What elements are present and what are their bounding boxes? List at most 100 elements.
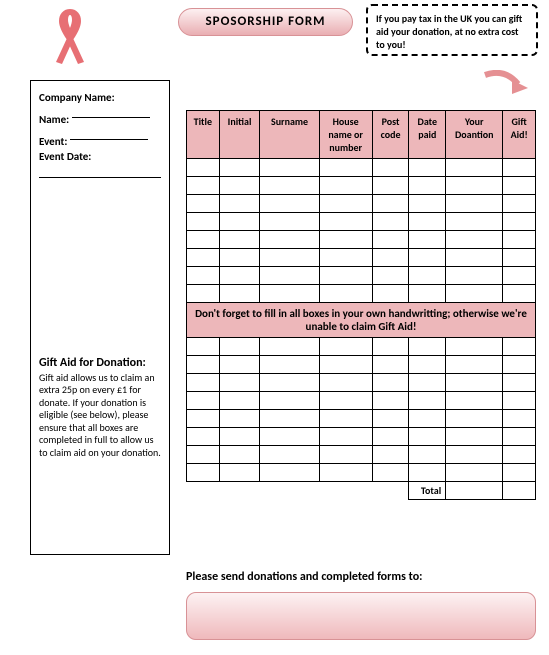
total-cell[interactable] (446, 482, 503, 500)
table-row[interactable] (187, 267, 536, 285)
table-cell[interactable] (260, 428, 319, 446)
table-cell[interactable] (260, 177, 319, 195)
table-cell[interactable] (446, 159, 503, 177)
table-cell[interactable] (446, 249, 503, 267)
table-cell[interactable] (219, 267, 260, 285)
table-cell[interactable] (446, 267, 503, 285)
table-row[interactable] (187, 446, 536, 464)
table-cell[interactable] (319, 177, 372, 195)
table-cell[interactable] (187, 267, 220, 285)
table-cell[interactable] (503, 159, 536, 177)
table-cell[interactable] (319, 428, 372, 446)
table-cell[interactable] (446, 410, 503, 428)
table-cell[interactable] (409, 428, 446, 446)
table-cell[interactable] (319, 374, 372, 392)
table-cell[interactable] (409, 249, 446, 267)
table-cell[interactable] (187, 446, 220, 464)
table-cell[interactable] (219, 374, 260, 392)
table-cell[interactable] (372, 464, 409, 482)
table-cell[interactable] (319, 392, 372, 410)
table-cell[interactable] (260, 356, 319, 374)
table-cell[interactable] (219, 159, 260, 177)
table-cell[interactable] (372, 374, 409, 392)
table-cell[interactable] (409, 410, 446, 428)
table-cell[interactable] (409, 464, 446, 482)
table-cell[interactable] (219, 231, 260, 249)
table-cell[interactable] (187, 356, 220, 374)
table-cell[interactable] (219, 356, 260, 374)
table-cell[interactable] (503, 231, 536, 249)
table-cell[interactable] (503, 285, 536, 303)
table-cell[interactable] (319, 464, 372, 482)
table-cell[interactable] (187, 374, 220, 392)
table-cell[interactable] (319, 195, 372, 213)
table-cell[interactable] (260, 464, 319, 482)
table-cell[interactable] (503, 195, 536, 213)
table-cell[interactable] (446, 177, 503, 195)
table-cell[interactable] (446, 285, 503, 303)
table-row[interactable] (187, 249, 536, 267)
table-cell[interactable] (187, 285, 220, 303)
table-cell[interactable] (446, 338, 503, 356)
table-cell[interactable] (319, 285, 372, 303)
send-to-box[interactable] (186, 592, 536, 640)
table-cell[interactable] (187, 159, 220, 177)
event-date-field[interactable] (39, 164, 161, 178)
table-cell[interactable] (409, 177, 446, 195)
table-cell[interactable] (319, 446, 372, 464)
table-cell[interactable] (260, 267, 319, 285)
table-cell[interactable] (503, 464, 536, 482)
table-cell[interactable] (219, 195, 260, 213)
table-cell[interactable] (503, 249, 536, 267)
table-cell[interactable] (409, 213, 446, 231)
table-row[interactable] (187, 285, 536, 303)
table-row[interactable] (187, 195, 536, 213)
table-row[interactable] (187, 392, 536, 410)
table-cell[interactable] (260, 213, 319, 231)
table-cell[interactable] (372, 195, 409, 213)
table-cell[interactable] (319, 249, 372, 267)
table-cell[interactable] (372, 249, 409, 267)
table-cell[interactable] (187, 231, 220, 249)
table-cell[interactable] (503, 446, 536, 464)
table-cell[interactable] (372, 159, 409, 177)
table-cell[interactable] (446, 428, 503, 446)
table-cell[interactable] (409, 356, 446, 374)
table-row[interactable] (187, 338, 536, 356)
table-row[interactable] (187, 231, 536, 249)
table-row[interactable] (187, 356, 536, 374)
table-cell[interactable] (260, 285, 319, 303)
table-cell[interactable] (219, 338, 260, 356)
table-cell[interactable] (319, 267, 372, 285)
table-cell[interactable] (319, 410, 372, 428)
table-cell[interactable] (503, 428, 536, 446)
table-cell[interactable] (446, 195, 503, 213)
table-cell[interactable] (187, 392, 220, 410)
table-cell[interactable] (219, 392, 260, 410)
table-cell[interactable] (409, 231, 446, 249)
table-cell[interactable] (446, 231, 503, 249)
table-cell[interactable] (503, 374, 536, 392)
table-cell[interactable] (219, 464, 260, 482)
table-cell[interactable] (503, 213, 536, 231)
table-cell[interactable] (187, 177, 220, 195)
table-cell[interactable] (319, 213, 372, 231)
table-cell[interactable] (409, 338, 446, 356)
table-cell[interactable] (260, 159, 319, 177)
table-row[interactable] (187, 159, 536, 177)
table-cell[interactable] (219, 446, 260, 464)
table-row[interactable] (187, 177, 536, 195)
table-cell[interactable] (503, 338, 536, 356)
table-cell[interactable] (503, 356, 536, 374)
table-cell[interactable] (409, 159, 446, 177)
table-cell[interactable] (446, 392, 503, 410)
table-row[interactable] (187, 428, 536, 446)
table-cell[interactable] (503, 410, 536, 428)
table-cell[interactable] (319, 356, 372, 374)
table-cell[interactable] (187, 428, 220, 446)
table-row[interactable] (187, 410, 536, 428)
table-cell[interactable] (503, 177, 536, 195)
table-cell[interactable] (409, 285, 446, 303)
table-cell[interactable] (372, 213, 409, 231)
event-field[interactable] (70, 126, 148, 140)
